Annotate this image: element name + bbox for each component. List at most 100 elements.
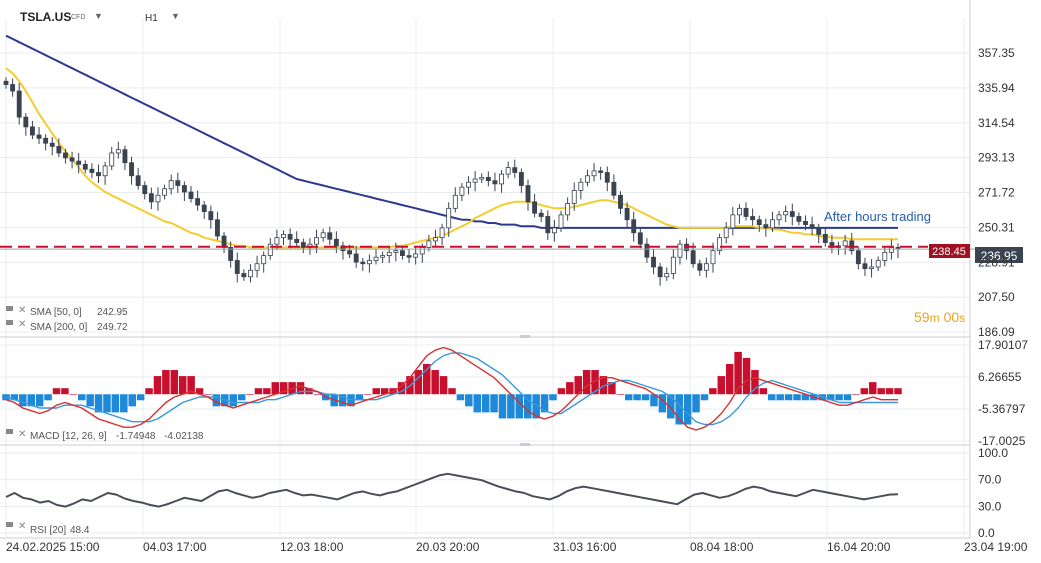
macd-histogram-group <box>2 351 902 425</box>
candle-body <box>69 157 75 162</box>
price-y-tick-label: 293.13 <box>978 151 1015 165</box>
candle-body <box>736 207 742 216</box>
x-tick-label: 12.03 18:00 <box>280 540 344 554</box>
candles-group <box>3 77 901 286</box>
candle-body <box>882 251 888 261</box>
macd-histogram-bar <box>776 394 784 401</box>
candle-body <box>115 149 121 154</box>
candle-body <box>518 172 524 186</box>
pane-separators[interactable] <box>0 0 971 539</box>
macd-histogram-bar <box>145 388 153 395</box>
macd-histogram-bar <box>120 394 128 413</box>
macd-histogram-bar <box>77 394 86 401</box>
rsi-y-tick-label: 0.0 <box>978 526 995 540</box>
macd-histogram-bar <box>658 394 667 413</box>
candle-body <box>43 137 49 144</box>
macd-histogram-bar <box>439 376 448 395</box>
macd-close-icon[interactable]: ✕ <box>18 429 26 440</box>
candle-body <box>571 190 577 204</box>
macd-histogram-bar <box>246 394 254 395</box>
rsi-y-tick-label: 100.0 <box>978 446 1008 460</box>
rsi-legend[interactable]: ✕ RSI [20] 48.4 <box>6 521 90 536</box>
rsi-pane[interactable] <box>5 472 899 508</box>
sma50-legend-handle-icon[interactable] <box>6 306 13 311</box>
macd-histogram-bar <box>364 394 372 395</box>
last-price-tag-background <box>975 247 1023 263</box>
rsi-close-icon[interactable]: ✕ <box>18 521 26 532</box>
candle-body <box>23 116 29 128</box>
candle-body <box>439 227 445 239</box>
instrument-type-label: CFD <box>71 14 86 21</box>
x-tick-label: 16.04 20:00 <box>827 540 891 554</box>
price-y-tick-label: 228.91 <box>978 255 1015 269</box>
macd-histogram-bar <box>27 394 35 407</box>
candle-body <box>763 224 769 229</box>
macd-histogram-bar <box>768 394 776 401</box>
candle-body <box>168 180 174 190</box>
candle-body <box>869 266 875 270</box>
candle-body <box>809 224 815 229</box>
candle-body <box>565 203 571 216</box>
macd-y-tick-label: 6.26655 <box>978 370 1022 384</box>
macd-y-tick-label: -5.36797 <box>978 402 1026 416</box>
candle-body <box>459 186 465 196</box>
macd-legend-value-2: -4.02138 <box>164 431 204 442</box>
macd-histogram-bar <box>35 394 44 407</box>
macd-histogram-bar <box>633 394 641 401</box>
sma50-legend[interactable]: ✕ SMA [50, 0] 242.95 <box>6 305 128 318</box>
macd-histogram-bar <box>532 394 540 419</box>
timeframe-dropdown-caret-icon[interactable]: ▼ <box>171 11 180 21</box>
candle-body <box>479 176 485 180</box>
sma200-legend-handle-icon[interactable] <box>6 320 13 325</box>
price-tag-background <box>929 244 970 258</box>
candle-body <box>558 214 564 229</box>
sma200-close-icon[interactable]: ✕ <box>18 319 26 330</box>
candle-body <box>248 269 253 278</box>
macd-legend-handle-icon[interactable] <box>6 429 13 434</box>
macd-histogram-bar <box>751 370 759 395</box>
symbol-dropdown-caret-icon[interactable]: ▼ <box>94 11 103 21</box>
macd-histogram-bar <box>162 370 170 395</box>
candle-body <box>413 253 419 258</box>
candle-body <box>651 256 656 268</box>
macd-histogram-bar <box>709 388 717 395</box>
candle-body <box>29 126 35 136</box>
macd-histogram-bar <box>717 376 726 395</box>
sma50-close-icon[interactable]: ✕ <box>18 305 26 316</box>
countdown-seconds-unit: s <box>959 311 965 325</box>
macd-histogram-bar <box>103 394 111 413</box>
sma200-legend[interactable]: ✕ SMA [200, 0] 249.72 <box>6 319 128 333</box>
candle-body <box>56 146 62 154</box>
symbol-label[interactable]: TSLA.US <box>20 10 72 24</box>
sma50-legend-label: SMA [50, 0] <box>30 307 82 318</box>
timeframe-selector[interactable]: H1 <box>145 13 158 24</box>
candle-body <box>816 227 822 235</box>
macd-pane[interactable] <box>2 346 902 431</box>
macd-histogram-bar <box>229 394 237 407</box>
x-tick-label: 20.03 20:00 <box>416 540 480 554</box>
price-pane[interactable] <box>0 34 975 286</box>
x-tick-label: 08.04 18:00 <box>690 540 754 554</box>
candle-body <box>208 211 214 221</box>
macd-histogram-bar <box>170 370 179 395</box>
candle-body <box>466 181 471 188</box>
candle-body <box>195 198 201 206</box>
macd-histogram-bar <box>44 394 52 401</box>
macd-legend[interactable]: ✕ MACD [12, 26, 9] -1.74948 -4.02138 <box>6 429 204 442</box>
rsi-legend-handle-icon[interactable] <box>6 522 13 527</box>
macd-y-tick-label: 17.90107 <box>978 338 1028 352</box>
macd-histogram-bar <box>153 376 162 395</box>
macd-line <box>5 346 898 431</box>
candle-body <box>796 216 802 222</box>
macd-histogram-bar <box>759 388 768 395</box>
rsi-line-group <box>5 472 899 508</box>
macd-histogram-bar <box>599 376 608 395</box>
candle-body <box>664 273 670 278</box>
macd-histogram-bar <box>835 394 843 401</box>
candle-body <box>175 180 181 186</box>
macd-histogram-bar <box>237 394 246 401</box>
candle-body <box>314 237 319 245</box>
candle-body <box>717 237 723 252</box>
macd-histogram-bar <box>423 363 431 395</box>
